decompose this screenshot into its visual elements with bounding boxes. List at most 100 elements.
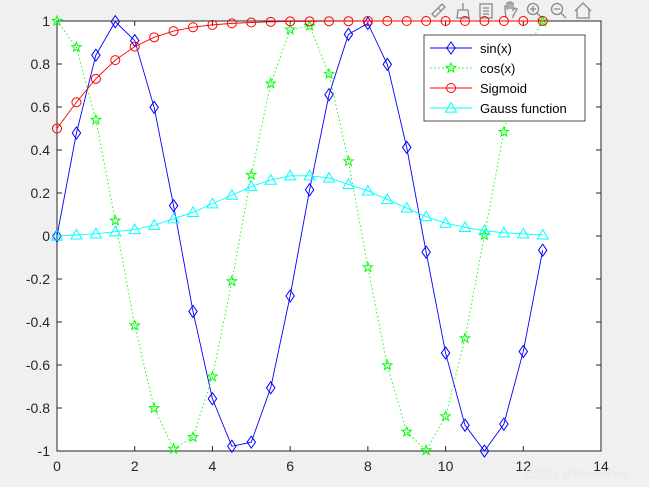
x-tick-label: 4 bbox=[209, 458, 217, 474]
data-point bbox=[168, 26, 179, 37]
data-point bbox=[460, 418, 470, 433]
x-tick-label: 8 bbox=[364, 458, 372, 474]
watermark-text: CSDN @INawaken bbox=[524, 467, 627, 481]
legend-box bbox=[423, 34, 586, 122]
data-point bbox=[246, 17, 257, 28]
series-line bbox=[56, 20, 544, 452]
y-tick-label: -0.8 bbox=[26, 400, 50, 416]
data-point bbox=[207, 19, 218, 30]
data-point bbox=[382, 57, 393, 72]
x-tick-label: 0 bbox=[53, 458, 61, 474]
data-point bbox=[285, 16, 296, 27]
zoom-in-icon[interactable] bbox=[526, 2, 543, 19]
brush-icon[interactable] bbox=[431, 3, 446, 18]
legend-marker bbox=[446, 41, 456, 55]
data-point bbox=[401, 140, 412, 155]
zoom-out-icon[interactable] bbox=[550, 2, 567, 19]
data-point bbox=[420, 443, 433, 456]
data-point bbox=[440, 346, 451, 360]
series-0 bbox=[52, 14, 548, 458]
y-tick-label: -1 bbox=[38, 443, 51, 459]
data-point bbox=[147, 218, 161, 230]
data-point bbox=[110, 55, 121, 66]
data-point bbox=[478, 224, 491, 236]
data-point bbox=[361, 260, 374, 273]
legend-entry: sin(x) bbox=[430, 41, 512, 56]
data-point bbox=[342, 154, 355, 167]
legend[interactable]: sin(x) cos(x) Sigmoid Gauss function bbox=[423, 34, 586, 122]
legend-label: cos(x) bbox=[480, 61, 515, 76]
x-tick-label: 14 bbox=[593, 458, 609, 474]
data-point bbox=[304, 16, 315, 27]
data-point bbox=[324, 87, 334, 102]
broom-icon[interactable] bbox=[456, 3, 470, 19]
data-point bbox=[246, 435, 257, 450]
y-tick-label: -0.6 bbox=[26, 357, 50, 373]
data-point bbox=[225, 188, 239, 200]
data-point bbox=[322, 171, 336, 183]
data-point bbox=[285, 289, 295, 303]
data-point bbox=[460, 16, 470, 26]
data-point bbox=[50, 14, 64, 27]
data-point bbox=[265, 16, 276, 27]
data-point bbox=[206, 197, 219, 209]
legend-marker bbox=[444, 61, 458, 74]
data-point bbox=[283, 169, 297, 181]
y-tick-label: -0.4 bbox=[26, 314, 50, 330]
axis-ticks: 0 2 4 6 8 10 12 14 -1 -0.8 -0.6 -0.4 -0.2 0 0.2 0.4 0.6 0… bbox=[26, 13, 609, 474]
legend-entry: Gauss function bbox=[430, 101, 567, 116]
data-point bbox=[207, 391, 218, 406]
data-point bbox=[188, 22, 198, 33]
data-point bbox=[227, 439, 237, 454]
series-line bbox=[56, 20, 544, 452]
data-point bbox=[226, 18, 237, 29]
data-point bbox=[265, 380, 276, 395]
data-point bbox=[167, 442, 180, 455]
data-point bbox=[324, 16, 334, 27]
data-point bbox=[108, 225, 122, 237]
data-point bbox=[149, 100, 159, 115]
data-point bbox=[50, 229, 64, 241]
data-point bbox=[439, 216, 452, 228]
data-point bbox=[244, 180, 258, 192]
data-point bbox=[421, 245, 431, 259]
y-tick-label: 1 bbox=[42, 13, 50, 29]
data-point bbox=[71, 126, 82, 140]
series-layer bbox=[50, 14, 550, 458]
data-point bbox=[90, 73, 101, 84]
data-point bbox=[149, 32, 160, 43]
data-point bbox=[419, 210, 433, 222]
y-tick-label: -0.2 bbox=[26, 271, 50, 287]
pan-icon[interactable] bbox=[504, 1, 518, 19]
data-point bbox=[440, 16, 451, 26]
series-3 bbox=[50, 169, 550, 241]
data-point bbox=[537, 243, 548, 258]
data-point bbox=[128, 319, 141, 331]
data-point bbox=[382, 16, 393, 26]
x-tick-label: 2 bbox=[131, 458, 139, 474]
y-tick-label: 0.6 bbox=[31, 99, 51, 115]
data-point bbox=[188, 304, 198, 319]
x-tick-label: 6 bbox=[286, 458, 294, 474]
data-point bbox=[167, 212, 180, 224]
data-point bbox=[245, 168, 258, 181]
data-point bbox=[499, 417, 509, 431]
data-point bbox=[381, 359, 394, 371]
data-point bbox=[89, 227, 103, 239]
data-point bbox=[518, 344, 529, 359]
figure-toolbar bbox=[431, 1, 592, 19]
data-tip-icon[interactable] bbox=[479, 3, 493, 19]
data-point bbox=[497, 125, 510, 138]
data-point bbox=[479, 16, 490, 26]
data-point bbox=[537, 16, 548, 26]
data-point bbox=[284, 23, 297, 35]
data-point bbox=[343, 27, 354, 42]
data-point bbox=[186, 205, 200, 217]
home-icon[interactable] bbox=[574, 2, 592, 19]
data-point bbox=[536, 15, 549, 27]
data-point bbox=[128, 223, 142, 235]
data-point bbox=[400, 425, 413, 438]
legend-marker bbox=[446, 83, 456, 93]
data-point bbox=[362, 16, 373, 26]
legend-label: Sigmoid bbox=[480, 81, 527, 96]
